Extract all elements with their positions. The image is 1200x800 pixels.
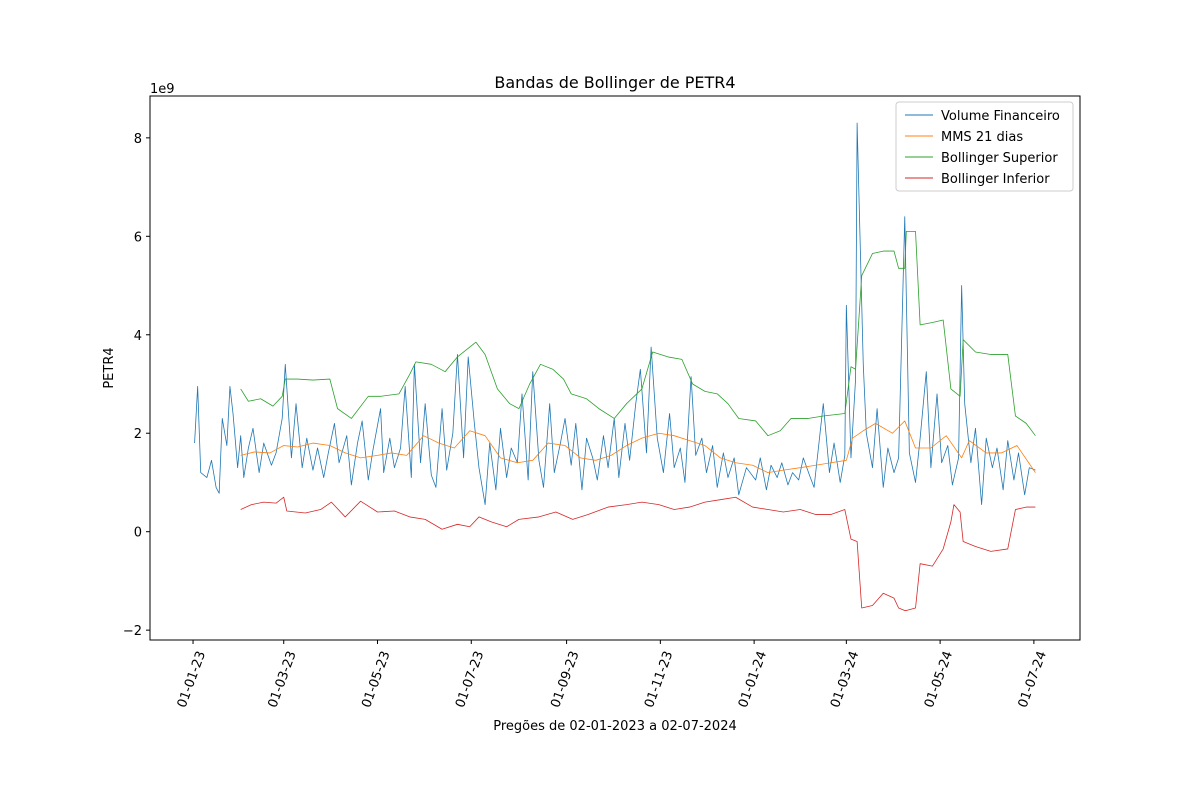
legend-box [895,101,1074,192]
y-tick-label: 2 [134,427,142,442]
series-line-0 [194,122,1036,506]
legend-label-3: Bollinger Inferior [941,172,1050,187]
series-line-3 [240,496,1036,611]
y-offset-label: 1e9 [150,82,175,97]
legend-label-0: Volume Financeiro [941,109,1060,124]
y-tick-label: 6 [134,230,142,245]
legend: Volume Financeiro MMS 21 dias Bollinger Su… [895,101,1074,192]
series-layer [194,122,1036,611]
chart-title: Bandas de Bollinger de PETR4 [494,73,735,92]
x-axis-label: Pregões de 02-01-2023 a 02-07-2024 [493,719,737,734]
y-axis-label: PETR4 [102,347,117,388]
axes-frame [149,95,1081,641]
series-line-1 [240,420,1036,474]
y-tick-label: −2 [123,624,142,639]
y-tick-label: 8 [134,132,142,147]
legend-label-2: Bollinger Superior [941,151,1058,166]
y-axis: −2 0 2 4 6 8 [123,132,150,639]
y-tick-label: 4 [134,329,142,344]
legend-entries: Volume Financeiro MMS 21 dias Bollinger Su… [905,109,1060,187]
y-tick-label: 0 [134,526,142,541]
legend-label-1: MMS 21 dias [941,130,1023,145]
series-line-2 [240,230,1036,437]
